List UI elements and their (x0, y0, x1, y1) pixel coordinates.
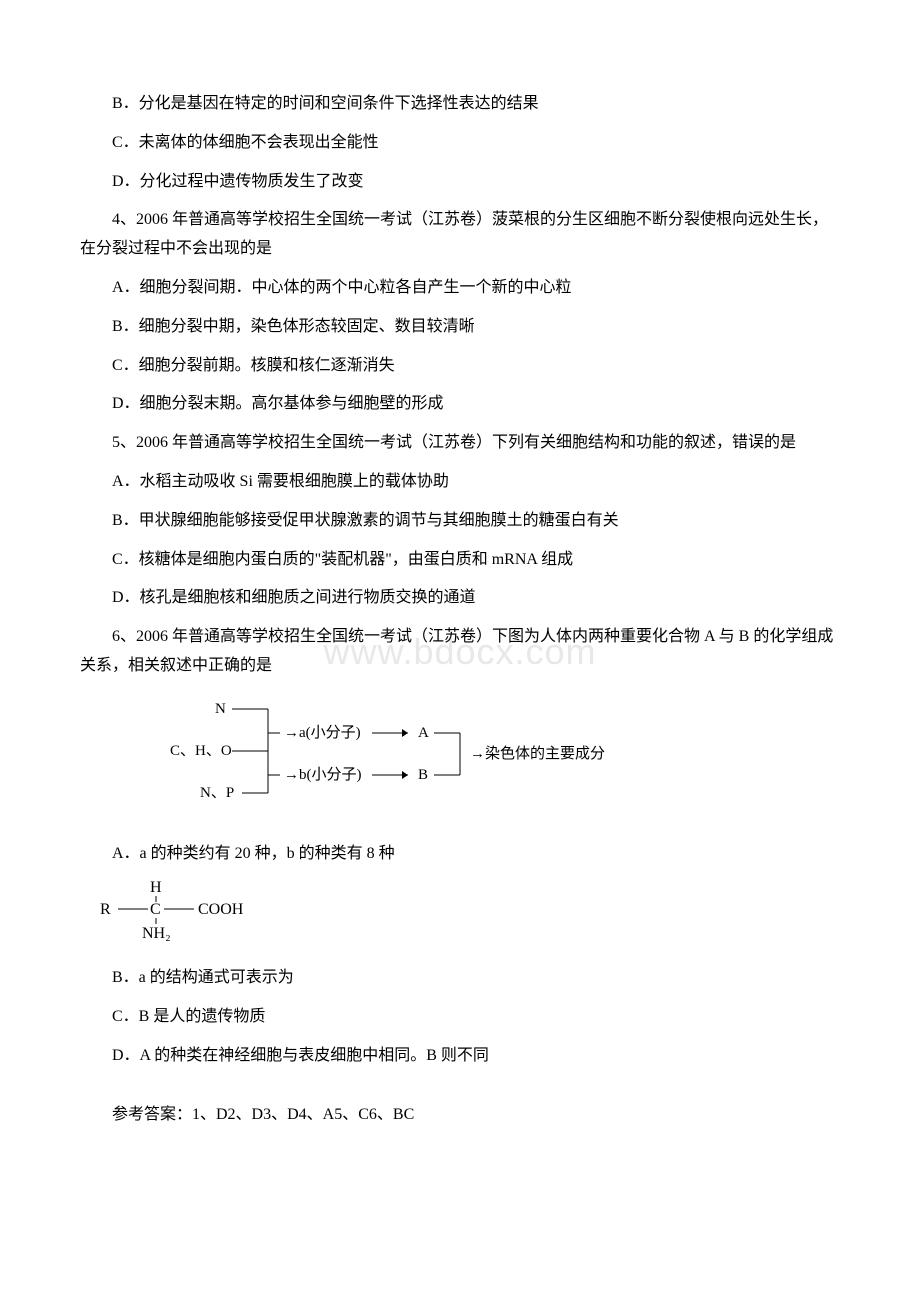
option-c-5: C．核糖体是细胞内蛋白质的"装配机器"，由蛋白质和 mRNA 组成 (80, 546, 840, 575)
option-a-6: A．a 的种类约有 20 种，b 的种类有 8 种 (80, 840, 840, 869)
diagram-b-label: B (418, 767, 428, 783)
option-c-6: C．B 是人的遗传物质 (80, 1003, 840, 1032)
answer-key: 参考答案：1、D2、D3、D4、A5、C6、BC (80, 1101, 840, 1130)
diagram-b-small: →b(小分子) (284, 766, 362, 783)
diagram-n-label: N (215, 701, 226, 717)
option-c-1: C．未离体的体细胞不会表现出全能性 (80, 129, 840, 158)
option-b-5: B．甲状腺细胞能够接受促甲状腺激素的调节与其细胞膜土的糖蛋白有关 (80, 507, 840, 536)
option-c-4: C．细胞分裂前期。核膜和核仁逐渐消失 (80, 352, 840, 381)
option-d-5: D．核孔是细胞核和细胞质之间进行物质交换的通道 (80, 584, 840, 613)
option-a-4: A．细胞分裂间期．中心体的两个中心粒各自产生一个新的中心粒 (80, 274, 840, 303)
question-4: 4、2006 年普通高等学校招生全国统一考试（江苏卷）菠菜根的分生区细胞不断分裂… (80, 206, 840, 264)
chromosome-diagram: N C、H、O N、P →a(小分子) A →b( (150, 695, 840, 826)
formula-r: R (100, 901, 111, 918)
question-6: 6、2006 年普通高等学校招生全国统一考试（江苏卷）下图为人体内两种重要化合物… (80, 623, 840, 681)
option-b-4: B．细胞分裂中期，染色体形态较固定、数目较清晰 (80, 313, 840, 342)
diagram-np-label: N、P (200, 785, 234, 801)
diagram-a-label: A (418, 725, 429, 741)
option-d-4: D．细胞分裂末期。高尔基体参与细胞壁的形成 (80, 390, 840, 419)
diagram-output: →染色体的主要成分 (470, 745, 605, 762)
amino-acid-formula: R H C COOH NH₂ (100, 878, 840, 954)
question-5: 5、2006 年普通高等学校招生全国统一考试（江苏卷）下列有关细胞结构和功能的叙… (80, 429, 840, 458)
formula-nh2: NH₂ (142, 925, 171, 942)
option-b-1: B．分化是基因在特定的时间和空间条件下选择性表达的结果 (80, 90, 840, 119)
formula-c: C (150, 901, 161, 918)
option-a-5: A．水稻主动吸收 Si 需要根细胞膜上的载体协助 (80, 468, 840, 497)
option-b-6: B．a 的结构通式可表示为 (80, 964, 840, 993)
formula-cooh: COOH (198, 901, 244, 918)
document-body: B．分化是基因在特定的时间和空间条件下选择性表达的结果 C．未离体的体细胞不会表… (80, 90, 840, 1129)
diagram-a-small: →a(小分子) (284, 724, 361, 741)
option-d-1: D．分化过程中遗传物质发生了改变 (80, 168, 840, 197)
diagram-cho-label: C、H、O (170, 743, 232, 759)
formula-h: H (150, 879, 162, 896)
option-d-6: D．A 的种类在神经细胞与表皮细胞中相同。B 则不同 (80, 1042, 840, 1071)
